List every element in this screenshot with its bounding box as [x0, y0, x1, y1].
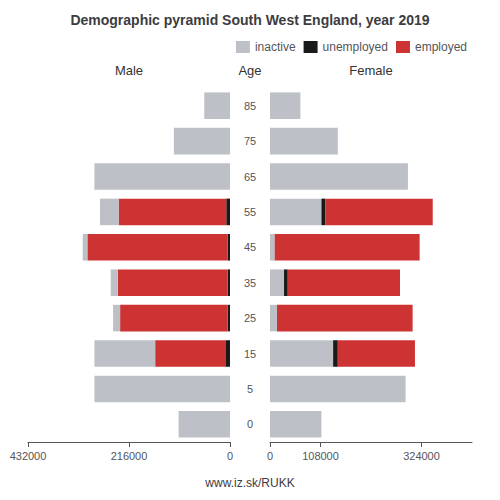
svg-text:108000: 108000 [302, 450, 339, 462]
svg-text:55: 55 [244, 206, 256, 218]
svg-text:employed: employed [415, 40, 467, 54]
svg-text:0: 0 [267, 450, 273, 462]
svg-text:0: 0 [227, 450, 233, 462]
svg-text:432000: 432000 [10, 450, 47, 462]
svg-text:unemployed: unemployed [323, 40, 388, 54]
svg-text:85: 85 [244, 100, 256, 112]
svg-text:35: 35 [244, 277, 256, 289]
svg-text:Male: Male [115, 63, 143, 78]
svg-text:324000: 324000 [403, 450, 440, 462]
svg-text:inactive: inactive [255, 40, 296, 54]
svg-text:Female: Female [349, 63, 392, 78]
svg-text:45: 45 [244, 241, 256, 253]
svg-text:15: 15 [244, 348, 256, 360]
svg-text:www.iz.sk/RUKK: www.iz.sk/RUKK [204, 476, 294, 490]
svg-text:75: 75 [244, 135, 256, 147]
svg-text:25: 25 [244, 312, 256, 324]
svg-text:0: 0 [247, 418, 253, 430]
svg-text:216000: 216000 [111, 450, 148, 462]
svg-text:5: 5 [247, 383, 253, 395]
svg-text:65: 65 [244, 171, 256, 183]
svg-text:Age: Age [238, 63, 261, 78]
svg-text:Demographic pyramid South West: Demographic pyramid South West England, … [70, 12, 429, 28]
